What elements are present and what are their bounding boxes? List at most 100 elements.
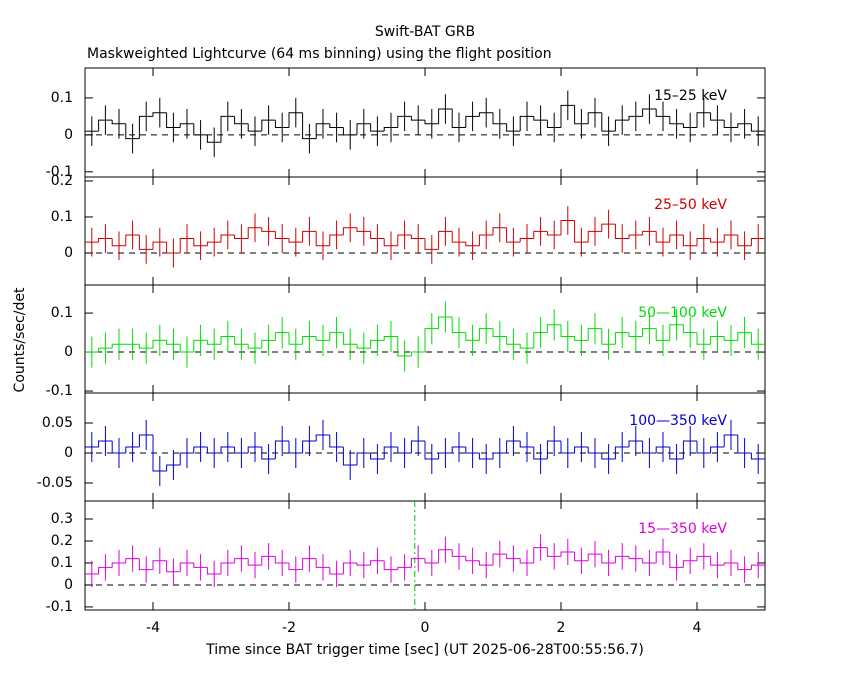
step-bin (220, 446, 235, 453)
step-bin (152, 435, 167, 472)
step-bin (98, 238, 113, 243)
step-bin (166, 560, 181, 573)
y-tick-label: 0 (64, 445, 73, 461)
step-bin (438, 108, 453, 124)
step-bin (519, 115, 534, 132)
step-bin (288, 441, 303, 454)
step-bin (750, 123, 765, 132)
step-bin (465, 332, 480, 341)
step-bin (560, 551, 575, 557)
step-bin (750, 564, 765, 570)
step-bin (234, 558, 249, 563)
step-bin (288, 332, 303, 345)
step-bin (737, 435, 752, 454)
step-bin (614, 332, 629, 345)
step-bin (492, 452, 507, 459)
y-tick-label: 0.1 (51, 305, 73, 321)
y-tick-label: 0 (64, 127, 73, 143)
step-bin (587, 230, 602, 243)
step-bin (737, 562, 752, 571)
step-bin (356, 562, 371, 566)
step-bin (424, 328, 439, 353)
step-bin (519, 441, 534, 448)
step-bin (179, 562, 194, 572)
step-bin (179, 452, 194, 465)
step-bin (438, 549, 453, 563)
step-bin (288, 112, 303, 128)
step-bin (383, 238, 398, 247)
step-bin (234, 447, 249, 454)
step-bin (370, 560, 385, 566)
step-bin (560, 104, 575, 128)
step-bin (750, 238, 765, 246)
step-bin (465, 242, 480, 247)
step-bin (465, 447, 480, 454)
step-bin (710, 335, 725, 345)
step-bin (682, 324, 697, 334)
step-bin (370, 231, 385, 240)
step-bin (478, 234, 493, 246)
step-bin (166, 464, 181, 471)
step-bin (206, 447, 221, 454)
step-bin (628, 332, 643, 337)
step-bin (696, 441, 711, 454)
step-bin (261, 119, 276, 132)
step-bin (342, 562, 357, 574)
step-bin (451, 109, 466, 128)
y-tick-label: -0.1 (46, 599, 73, 615)
step-bin (424, 120, 439, 125)
step-bin (737, 332, 752, 341)
step-bin (710, 556, 725, 566)
step-bin (574, 446, 589, 453)
step-bin (125, 123, 140, 140)
step-bin (383, 126, 398, 132)
step-bin (383, 560, 398, 571)
step-bin (519, 238, 534, 243)
step-bin (533, 547, 548, 563)
step-bin (410, 234, 425, 240)
step-bin (315, 434, 330, 441)
step-bin (696, 332, 711, 345)
step-bin (302, 112, 317, 140)
step-bin (193, 562, 208, 568)
step-bin (642, 108, 657, 117)
step-bin (98, 119, 113, 132)
step-bin (329, 234, 344, 246)
step-bin (451, 231, 466, 243)
step-bin (356, 123, 371, 135)
step-bin (234, 116, 249, 125)
step-bin (492, 112, 507, 125)
step-bin (111, 238, 126, 247)
step-bin (710, 446, 725, 453)
step-bin (315, 336, 330, 341)
step-bin (166, 242, 181, 254)
step-bin (424, 238, 439, 250)
step-bin (696, 238, 711, 246)
step-bin (478, 328, 493, 341)
step-bin (628, 556, 643, 560)
step-bin (234, 234, 249, 240)
step-bin (669, 324, 684, 341)
step-bin (410, 116, 425, 121)
step-bin (193, 238, 208, 247)
step-bin (288, 562, 303, 571)
step-bin (506, 336, 521, 345)
step-bin (342, 127, 357, 136)
step-bin (274, 440, 289, 459)
step-bin (669, 447, 684, 460)
step-bin (546, 440, 561, 459)
x-tick-label: -2 (282, 620, 296, 636)
step-bin (424, 441, 439, 460)
step-bin (750, 453, 765, 460)
step-bin (329, 567, 344, 575)
step-bin (478, 453, 493, 460)
step-bin (669, 234, 684, 243)
step-bin (397, 115, 412, 128)
step-bin (166, 112, 181, 128)
step-bin (533, 230, 548, 239)
step-bin (274, 332, 289, 341)
step-bin (329, 435, 344, 448)
step-bin (261, 555, 276, 566)
step-bin (750, 332, 765, 345)
